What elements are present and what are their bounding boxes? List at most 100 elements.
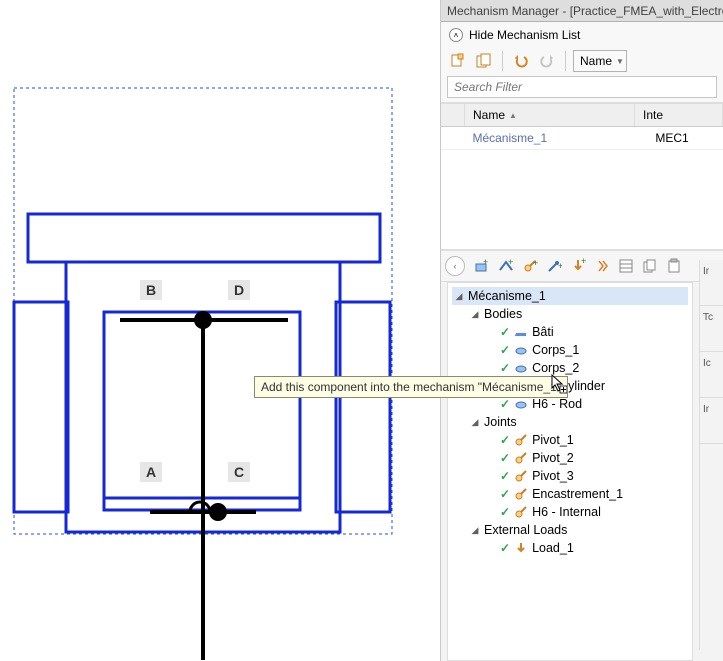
side-tab[interactable]: Ir: [700, 398, 723, 444]
tree-item[interactable]: ✓ Bâti: [452, 323, 688, 341]
tree-group-joints[interactable]: ◢ Joints: [452, 413, 688, 431]
check-icon: ✓: [500, 505, 510, 519]
redo-button[interactable]: [536, 50, 558, 72]
expander-icon[interactable]: ◢: [470, 417, 480, 428]
side-tab[interactable]: Ir: [700, 260, 723, 306]
tree-toolbar: ‹ + + + + +: [441, 250, 723, 282]
tree-group-bodies[interactable]: ◢ Bodies: [452, 305, 688, 323]
hide-mechanism-list-toggle[interactable]: ˄ Hide Mechanism List: [441, 22, 723, 46]
add-pivot-button[interactable]: +: [543, 255, 565, 277]
check-icon: ✓: [500, 397, 510, 411]
joints-icon: [514, 433, 528, 447]
bodies-icon: [514, 343, 528, 357]
add-body-button[interactable]: +: [471, 255, 493, 277]
column-name[interactable]: Name ▲: [465, 104, 635, 126]
hide-mechanism-label: Hide Mechanism List: [469, 28, 580, 42]
collapse-left-icon[interactable]: ‹: [445, 256, 465, 276]
tree-item-label: H6 - Rod: [532, 397, 582, 411]
sort-asc-icon: ▲: [509, 111, 517, 120]
expander-icon[interactable]: ◢: [470, 525, 480, 536]
panel-title: Mechanism Manager - [Practice_FMEA_with_…: [441, 0, 723, 22]
tree-item-label: H6 - Internal: [532, 505, 601, 519]
side-tab[interactable]: Ic: [700, 352, 723, 398]
diagram-label-d: D: [228, 280, 250, 300]
copy-button[interactable]: [639, 255, 661, 277]
expander-icon[interactable]: ◢: [470, 309, 480, 320]
tree-item[interactable]: ✓ H6 - Internal: [452, 503, 688, 521]
diagram-svg: [0, 0, 440, 661]
tree-item[interactable]: ✓ Corps_1: [452, 341, 688, 359]
tree-item[interactable]: ✓ Pivot_1: [452, 431, 688, 449]
mechanism-tree[interactable]: ◢ Mécanisme_1 ◢ Bodies ✓ Bâti ✓ Corps_1 ✓ Cor…: [447, 282, 693, 661]
svg-text:+: +: [558, 261, 562, 271]
side-property-tabs: Ir Tc Ic Ir: [699, 260, 723, 650]
new-mechanism-button[interactable]: [447, 50, 469, 72]
joints-icon: [514, 487, 528, 501]
tree-item[interactable]: ✓ Pivot_2: [452, 449, 688, 467]
joints-icon: [514, 451, 528, 465]
check-icon: ✓: [500, 433, 510, 447]
mechanism-row[interactable]: Mécanisme_1 MEC1: [441, 127, 723, 150]
bodies-icon: [514, 325, 528, 339]
joints-icon: [514, 469, 528, 483]
search-input[interactable]: [447, 76, 717, 98]
check-icon: ✓: [500, 469, 510, 483]
loads-icon: [514, 541, 528, 555]
sort-by-label: Name: [580, 54, 612, 68]
side-tab[interactable]: Tc: [700, 306, 723, 352]
diagram-label-b: B: [140, 280, 162, 300]
properties-button[interactable]: [615, 255, 637, 277]
tree-item-label: Load_1: [532, 541, 574, 555]
tree-item-label: Pivot_1: [532, 433, 574, 447]
tree-item[interactable]: ✓ Load_1: [452, 539, 688, 557]
auto-detect-button[interactable]: [591, 255, 613, 277]
svg-text:+: +: [581, 258, 586, 266]
check-icon: ✓: [500, 451, 510, 465]
check-icon: ✓: [500, 541, 510, 555]
add-load-button[interactable]: +: [567, 255, 589, 277]
tree-item-label: Encastrement_1: [532, 487, 623, 501]
tree-root[interactable]: ◢ Mécanisme_1: [452, 287, 688, 305]
bodies-icon: [514, 361, 528, 375]
column-code[interactable]: Inte: [635, 104, 723, 126]
tree-item-label: Pivot_2: [532, 451, 574, 465]
undo-button[interactable]: [510, 50, 532, 72]
svg-text:+: +: [483, 258, 488, 267]
add-body-alt-button[interactable]: +: [495, 255, 517, 277]
tree-group-loads[interactable]: ◢ External Loads: [452, 521, 688, 539]
tree-item-label: Pivot_3: [532, 469, 574, 483]
diagram-label-c: C: [228, 462, 250, 482]
tree-item[interactable]: ✓ Corps_2: [452, 359, 688, 377]
tree-item-label: Bâti: [532, 325, 554, 339]
paste-button[interactable]: [663, 255, 685, 277]
collapse-up-icon: ˄: [449, 28, 463, 42]
group-label: Joints: [484, 415, 517, 429]
tree-item-label: Corps_2: [532, 361, 579, 375]
tree-item-label: Corps_1: [532, 343, 579, 357]
cursor-icon: [551, 374, 567, 394]
check-icon: ✓: [500, 361, 510, 375]
joints-icon: [514, 505, 528, 519]
mechanism-manager-panel: Mechanism Manager - [Practice_FMEA_with_…: [440, 0, 723, 661]
group-label: Bodies: [484, 307, 522, 321]
tree-item[interactable]: ✓ Encastrement_1: [452, 485, 688, 503]
check-icon: ✓: [500, 487, 510, 501]
diagram-canvas[interactable]: B D A C Add this component into the mech…: [0, 0, 440, 661]
mechanism-grid-header: Name ▲ Inte: [441, 103, 723, 127]
expander-icon[interactable]: ◢: [454, 291, 464, 302]
svg-text:+: +: [533, 258, 538, 268]
bodies-icon: [514, 397, 528, 411]
check-icon: ✓: [500, 343, 510, 357]
mechanism-grid-empty: [441, 150, 723, 250]
diagram-label-a: A: [140, 462, 162, 482]
top-toolbar: Name ▼: [441, 46, 723, 103]
tree-item[interactable]: ✓ Pivot_3: [452, 467, 688, 485]
tree-root-label: Mécanisme_1: [468, 289, 546, 303]
mechanism-code: MEC1: [647, 127, 723, 149]
add-joint-button[interactable]: +: [519, 255, 541, 277]
duplicate-mechanism-button[interactable]: [473, 50, 495, 72]
check-icon: ✓: [500, 325, 510, 339]
sort-by-combo[interactable]: Name ▼: [573, 50, 627, 72]
chevron-down-icon: ▼: [616, 57, 624, 66]
group-label: External Loads: [484, 523, 567, 537]
